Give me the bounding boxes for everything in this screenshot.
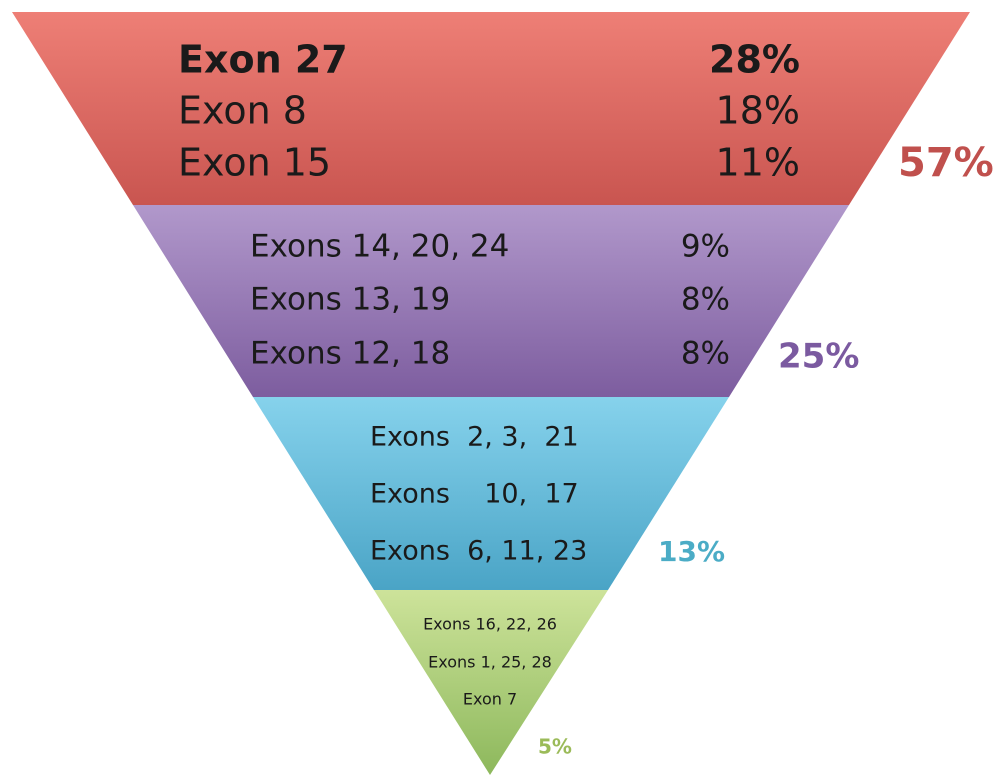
row-percent: 28% bbox=[709, 38, 800, 82]
row-label: Exon 15 bbox=[178, 141, 331, 185]
row-label: Exon 7 bbox=[463, 690, 517, 709]
tier-1-text: Exon 27 28% Exon 8 18% Exon 15 11% bbox=[178, 38, 800, 185]
row-percent: 8% bbox=[681, 336, 730, 372]
row-label: Exons 12, 18 bbox=[250, 336, 450, 372]
tier-4-text: Exons 16, 22, 26 Exons 1, 25, 28 Exon 7 bbox=[423, 615, 557, 709]
tier-1 bbox=[12, 12, 970, 205]
row-label: Exons 6, 11, 23 bbox=[370, 536, 587, 567]
row-percent: 18% bbox=[716, 89, 800, 133]
row-label: Exons 14, 20, 24 bbox=[250, 229, 509, 265]
row-percent: 9% bbox=[681, 229, 730, 265]
tier-3-text: Exons 2, 3, 21 Exons 10, 17 Exons 6, 11,… bbox=[370, 422, 587, 567]
tier-total: 25% bbox=[778, 337, 859, 377]
row-label: Exons 1, 25, 28 bbox=[428, 653, 552, 672]
row-label: Exons 2, 3, 21 bbox=[370, 422, 579, 453]
tier-total: 5% bbox=[538, 735, 572, 759]
tier-total: 13% bbox=[658, 535, 725, 568]
row-label: Exons 10, 17 bbox=[370, 479, 579, 510]
row-label: Exons 16, 22, 26 bbox=[423, 615, 557, 634]
tier-3 bbox=[253, 397, 729, 590]
row-percent: 8% bbox=[681, 282, 730, 318]
row-percent: 11% bbox=[716, 141, 800, 185]
row-label: Exon 8 bbox=[178, 89, 307, 133]
tier-4 bbox=[374, 590, 608, 775]
tier-2 bbox=[133, 205, 849, 397]
tier-2-text: Exons 14, 20, 24 9% Exons 13, 19 8% Exon… bbox=[250, 229, 730, 372]
row-label: Exons 13, 19 bbox=[250, 282, 450, 318]
row-label: Exon 27 bbox=[178, 38, 348, 82]
tier-total: 57% bbox=[898, 140, 994, 186]
